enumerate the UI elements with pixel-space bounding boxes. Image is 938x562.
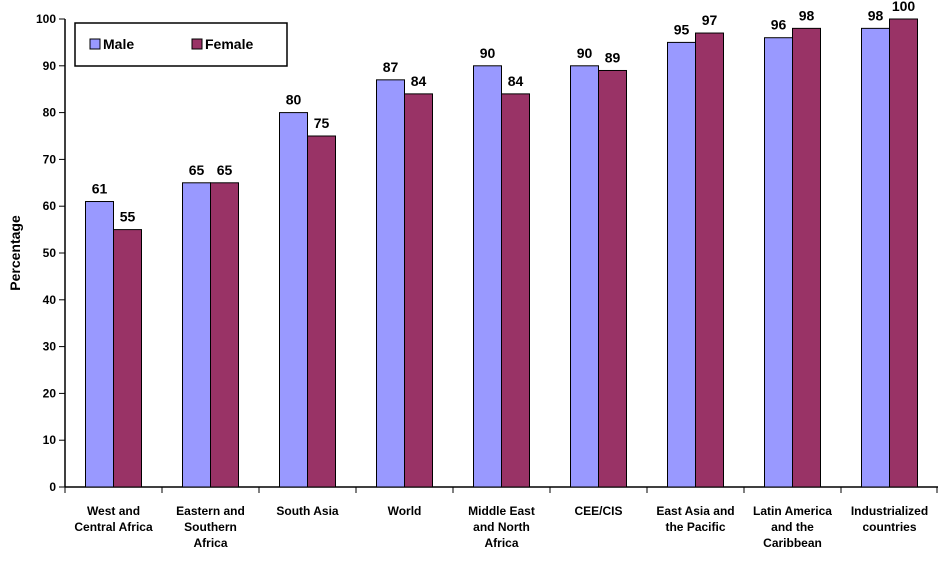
x-tick-label-line: and the — [771, 520, 814, 534]
bar-male — [376, 79, 405, 488]
data-label-female: 65 — [217, 162, 233, 178]
bar-female — [695, 32, 724, 488]
bar-male — [473, 65, 502, 488]
y-tick-label: 90 — [43, 59, 57, 73]
bar-male — [182, 182, 211, 488]
data-label-male: 61 — [92, 181, 108, 197]
y-axis-label: Percentage — [7, 215, 23, 291]
legend-swatch-male — [89, 38, 101, 50]
x-tick-label-line: South Asia — [276, 504, 339, 518]
x-tick-label-line: Southern — [184, 520, 237, 534]
y-tick-label: 100 — [36, 12, 56, 26]
legend-label-female: Female — [205, 36, 253, 52]
y-tick-label: 80 — [43, 106, 57, 120]
data-label-female: 84 — [508, 73, 524, 89]
x-tick-label-line: Africa — [193, 536, 227, 550]
data-label-male: 65 — [189, 162, 205, 178]
bar-female — [889, 18, 918, 488]
x-tick-label-line: Central Africa — [74, 520, 153, 534]
y-tick-label: 20 — [43, 386, 57, 400]
data-label-female: 97 — [702, 12, 718, 28]
x-tick-label: South Asia — [276, 504, 339, 518]
data-labels: 61 65 80 87 90 90 95 96 98 55 65 75 84 84 89 97 98 100 — [92, 0, 916, 225]
bar-female — [501, 93, 530, 488]
data-label-male: 90 — [480, 45, 496, 61]
x-tick-label-line: Caribbean — [763, 536, 822, 550]
bar-male — [570, 65, 599, 488]
bar-male — [279, 112, 308, 488]
x-tick-label: World — [388, 504, 422, 518]
bar-female — [792, 27, 821, 488]
data-label-male: 90 — [577, 45, 593, 61]
data-label-male: 95 — [674, 21, 690, 37]
x-tick-label: East Asia and the Pacific — [656, 504, 734, 534]
y-tick-label: 50 — [43, 246, 57, 260]
x-tick-label-line: Industrialized — [851, 504, 928, 518]
x-tick-label: Industrialized countries — [851, 504, 928, 534]
bar-male — [667, 41, 696, 488]
bar-male — [85, 201, 114, 488]
data-label-female: 100 — [892, 0, 916, 14]
legend: Male Female — [74, 22, 288, 67]
bar-male — [764, 37, 793, 488]
bar-female — [598, 69, 627, 488]
data-label-male: 98 — [868, 7, 884, 23]
x-tick-label: Eastern and Southern Africa — [176, 504, 245, 550]
x-tick-label-line: West and — [87, 504, 140, 518]
data-label-female: 75 — [314, 115, 330, 131]
x-tick-label: CEE/CIS — [574, 504, 622, 518]
x-tick-label-line: Africa — [484, 536, 518, 550]
x-tick-label-line: and North — [473, 520, 530, 534]
x-tick-label-line: Middle East — [468, 504, 535, 518]
data-label-male: 87 — [383, 59, 399, 75]
y-tick-label: 70 — [43, 152, 57, 166]
legend-label-male: Male — [103, 36, 134, 52]
data-label-male: 96 — [771, 17, 787, 33]
x-tick-label-line: CEE/CIS — [574, 504, 622, 518]
y-tick-label: 30 — [43, 340, 57, 354]
data-label-female: 89 — [605, 49, 621, 65]
bar-female — [113, 229, 142, 488]
x-tick-label: Middle East and North Africa — [468, 504, 535, 550]
y-tick-label: 0 — [49, 480, 56, 494]
x-tick-label-line: Eastern and — [176, 504, 245, 518]
y-tick-label: 10 — [43, 433, 57, 447]
x-tick-label: West and Central Africa — [74, 504, 153, 534]
data-label-male: 80 — [286, 92, 302, 108]
x-tick-label-line: World — [388, 504, 422, 518]
x-tick-label: Latin America and the Caribbean — [753, 504, 832, 550]
data-label-female: 55 — [120, 209, 136, 225]
bars — [85, 18, 918, 488]
bar-female — [210, 182, 239, 488]
x-tick-label-line: Latin America — [753, 504, 832, 518]
bar-female — [307, 135, 336, 488]
legend-swatch-female — [191, 38, 203, 50]
bar-male — [861, 27, 890, 488]
x-tick-label-line: East Asia and — [656, 504, 734, 518]
x-tick-label-line: countries — [862, 520, 916, 534]
x-tick-label-line: the Pacific — [665, 520, 725, 534]
bar-female — [404, 93, 433, 488]
y-tick-label: 40 — [43, 293, 57, 307]
data-label-female: 98 — [799, 7, 815, 23]
data-label-female: 84 — [411, 73, 427, 89]
legend-box — [74, 22, 288, 67]
y-tick-label: 60 — [43, 199, 57, 213]
